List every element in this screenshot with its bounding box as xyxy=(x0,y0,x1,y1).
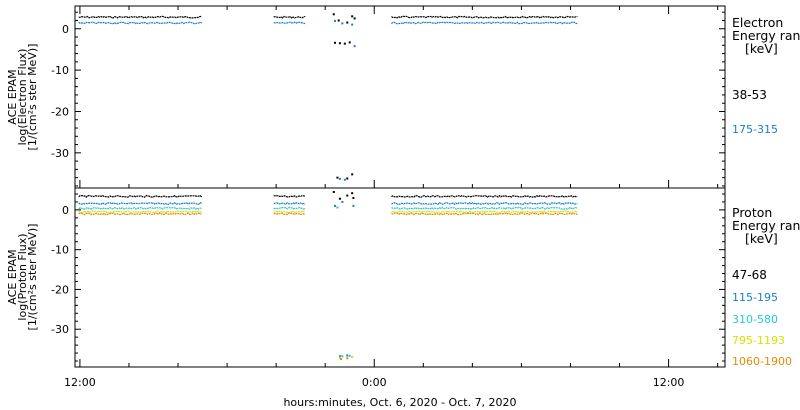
x-axis-title: hours:minutes, Oct. 6, 2020 - Oct. 7, 20… xyxy=(283,396,517,409)
series-line xyxy=(273,21,306,25)
y-tick-label: -10 xyxy=(51,244,69,257)
x-tick-label: 0:00 xyxy=(362,376,387,389)
data-point xyxy=(334,204,336,207)
data-point xyxy=(346,177,349,180)
data-point xyxy=(338,355,341,358)
series-line xyxy=(273,15,306,19)
series-line xyxy=(273,212,306,216)
y-tick-label: 0 xyxy=(62,23,69,36)
x-tick-label: 12:00 xyxy=(653,376,685,389)
data-point xyxy=(341,200,344,203)
series-line xyxy=(391,210,578,214)
plot-frame xyxy=(74,5,726,368)
data-point xyxy=(346,354,349,357)
series-line xyxy=(391,206,578,210)
series-line xyxy=(78,15,202,19)
data-point xyxy=(352,204,355,207)
proton-legend-subtitle: Energy ran xyxy=(732,218,800,233)
data-point xyxy=(351,15,354,18)
electron-legend-subtitle: Energy ran xyxy=(732,28,800,43)
series-175-315 xyxy=(78,19,578,181)
data-point xyxy=(334,19,336,22)
data-point xyxy=(346,194,349,197)
y-tick-label: -20 xyxy=(51,283,69,296)
electron-legend-unit: [keV] xyxy=(745,41,778,56)
proton-legend-entry: 115-195 xyxy=(732,291,778,304)
series-310-580 xyxy=(78,206,578,358)
y-tick-label: -30 xyxy=(51,147,69,160)
data-point xyxy=(343,178,346,181)
data-point xyxy=(337,19,340,22)
series-115-195 xyxy=(78,200,578,358)
data-point xyxy=(336,176,339,179)
proton-legend-entry: 47-68 xyxy=(732,268,767,282)
proton-legend-entry: 1060-1900 xyxy=(732,355,792,368)
series-line xyxy=(273,206,306,210)
proton-y-axis-label: ACE EPAM log(Proton Flux) [1/(cm²s ster … xyxy=(6,212,39,342)
series-line xyxy=(78,206,202,210)
electron-legend-title: Electron xyxy=(732,15,784,30)
series-38-53 xyxy=(78,13,578,180)
x-axis: 12:00 0:00 12:00 xyxy=(64,6,719,389)
series-795-1193 xyxy=(78,210,578,359)
data-point xyxy=(338,177,341,180)
series-line xyxy=(78,194,203,199)
data-point xyxy=(352,196,355,199)
x-tick-label: 12:00 xyxy=(64,376,96,389)
data-point xyxy=(348,41,351,44)
y-tick-label: -30 xyxy=(51,323,69,336)
series-line xyxy=(273,202,306,205)
series-line xyxy=(273,195,306,198)
data-point xyxy=(343,42,346,45)
series-47-68 xyxy=(78,190,578,200)
series-line xyxy=(78,21,202,25)
data-point xyxy=(338,356,341,359)
data-point xyxy=(351,192,354,195)
proton-legend-entry: 310-580 xyxy=(732,313,778,326)
data-point xyxy=(353,45,356,48)
data-point xyxy=(332,190,335,193)
series-line xyxy=(391,212,578,216)
data-point xyxy=(346,357,349,360)
data-point xyxy=(351,23,354,26)
proton-legend-unit: [keV] xyxy=(745,231,778,246)
data-point xyxy=(334,41,336,44)
proton-legend-title: Proton xyxy=(732,205,773,220)
series-line xyxy=(273,210,306,214)
series-line xyxy=(78,212,202,216)
data-point xyxy=(332,13,335,16)
y-tick-label: 0 xyxy=(62,204,69,217)
data-point xyxy=(340,358,343,361)
y-tick-label: -10 xyxy=(51,64,69,77)
series-line xyxy=(391,15,578,19)
electron-panel: 0 -10 -20 -30 xyxy=(51,11,725,187)
y-tick-label: -20 xyxy=(51,105,69,118)
series-line xyxy=(78,210,202,214)
electron-legend-entry: 175-315 xyxy=(732,123,778,136)
data-point xyxy=(348,354,351,357)
y-label-line: [1/(cm²s ster MeV)] xyxy=(26,43,39,151)
electron-y-axis-label: ACE EPAM log(Electron Flux) [1/(cm²s ste… xyxy=(6,32,39,162)
proton-legend-entry: 795-1193 xyxy=(732,334,785,347)
series-line xyxy=(78,201,202,206)
data-point xyxy=(336,206,339,209)
data-point xyxy=(338,197,341,200)
series-line xyxy=(391,21,578,25)
proton-panel: 0 -10 -20 -30 xyxy=(51,190,725,362)
data-point xyxy=(351,173,354,176)
series-line xyxy=(391,194,578,198)
series-line xyxy=(391,201,578,206)
data-point xyxy=(338,42,341,45)
electron-legend-entry: 38-53 xyxy=(732,88,767,102)
series-1060-1900 xyxy=(78,212,578,361)
data-point xyxy=(341,355,344,358)
data-point xyxy=(346,21,349,24)
data-point xyxy=(351,356,354,359)
data-point xyxy=(341,22,344,25)
data-point xyxy=(353,17,356,20)
y-label-line: [1/(cm²s ster MeV)] xyxy=(26,223,39,331)
